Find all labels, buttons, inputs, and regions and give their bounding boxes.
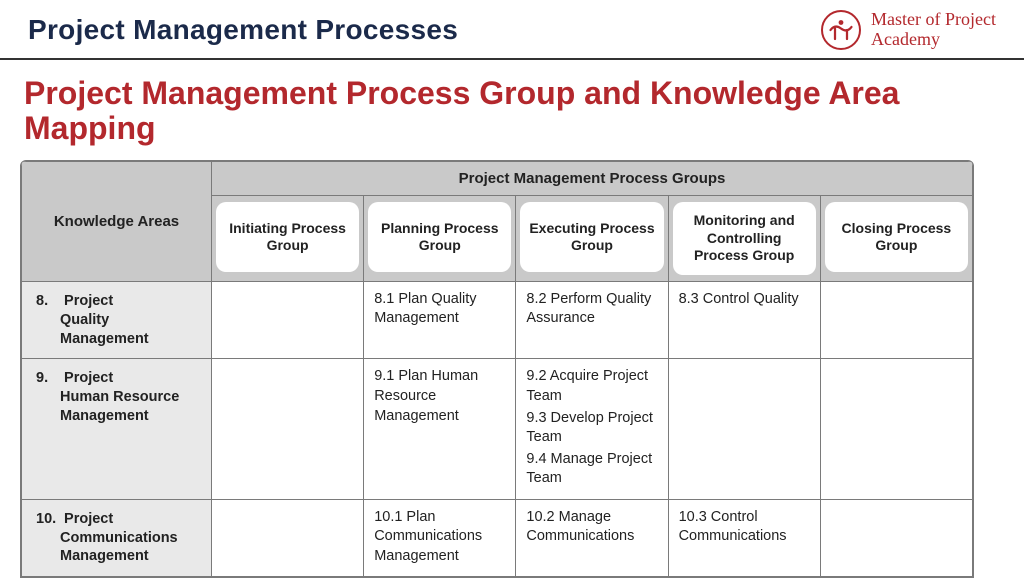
mapping-table: Knowledge Areas Project Management Proce… [21,161,973,577]
process-cell: 8.3 Control Quality [668,281,820,359]
brand-line2: Academy [871,30,996,50]
process-cell [212,499,364,577]
process-entry: 10.1 Plan Communications Management [374,508,505,567]
table-row: 10. ProjectCommunicationsManagement 10.1 … [22,499,973,577]
top-bar: Project Management Processes Master of P… [0,0,1024,60]
process-cell: 10.1 Plan Communications Management [364,499,516,577]
process-entry: 8.2 Perform Quality Assurance [526,290,657,329]
table-row: 9. ProjectHuman ResourceManagement 9.1 Pl… [22,359,973,499]
process-cell [820,359,972,499]
pg-header-planning: Planning Process Group [364,196,516,282]
main-content: Project Management Process Group and Kno… [0,60,1024,578]
knowledge-area-cell: 8. ProjectQualityManagement [22,281,212,359]
mapping-table-wrap: Knowledge Areas Project Management Proce… [20,160,974,578]
page-title: Project Management Processes [28,14,458,46]
process-groups-span-header: Project Management Process Groups [212,162,973,196]
knowledge-areas-header: Knowledge Areas [22,162,212,282]
process-cell: 9.1 Plan Human Resource Management [364,359,516,499]
knowledge-area-cell: 9. ProjectHuman ResourceManagement [22,359,212,499]
table-row: 8. ProjectQualityManagement 8.1 Plan Qual… [22,281,973,359]
process-cell: 9.2 Acquire Project Team9.3 Develop Proj… [516,359,668,499]
process-cell [820,499,972,577]
process-cell: 8.2 Perform Quality Assurance [516,281,668,359]
knowledge-area-cell: 10. ProjectCommunicationsManagement [22,499,212,577]
pg-header-executing: Executing Process Group [516,196,668,282]
pg-header-initiating: Initiating Process Group [212,196,364,282]
brand: Master of Project Academy [821,10,996,50]
process-entry: 9.1 Plan Human Resource Management [374,367,505,426]
pg-header-monitoring: Monitoring and Controlling Process Group [668,196,820,282]
pg-header-closing: Closing Process Group [820,196,972,282]
process-entry: 10.3 Control Communications [679,508,810,547]
process-entry: 9.3 Develop Project Team [526,409,657,448]
process-cell: 10.3 Control Communications [668,499,820,577]
brand-logo-icon [821,10,861,50]
process-entry: 10.2 Manage Communications [526,508,657,547]
process-cell [820,281,972,359]
process-cell [212,359,364,499]
process-cell: 10.2 Manage Communications [516,499,668,577]
process-entry: 9.4 Manage Project Team [526,450,657,489]
process-cell [668,359,820,499]
process-cell [212,281,364,359]
process-entry: 8.3 Control Quality [679,290,810,310]
brand-text: Master of Project Academy [871,10,996,50]
page-subtitle: Project Management Process Group and Kno… [24,76,1004,146]
process-cell: 8.1 Plan Quality Management [364,281,516,359]
brand-line1: Master of Project [871,10,996,30]
process-entry: 8.1 Plan Quality Management [374,290,505,329]
process-entry: 9.2 Acquire Project Team [526,367,657,406]
table-body: 8. ProjectQualityManagement 8.1 Plan Qual… [22,281,973,577]
